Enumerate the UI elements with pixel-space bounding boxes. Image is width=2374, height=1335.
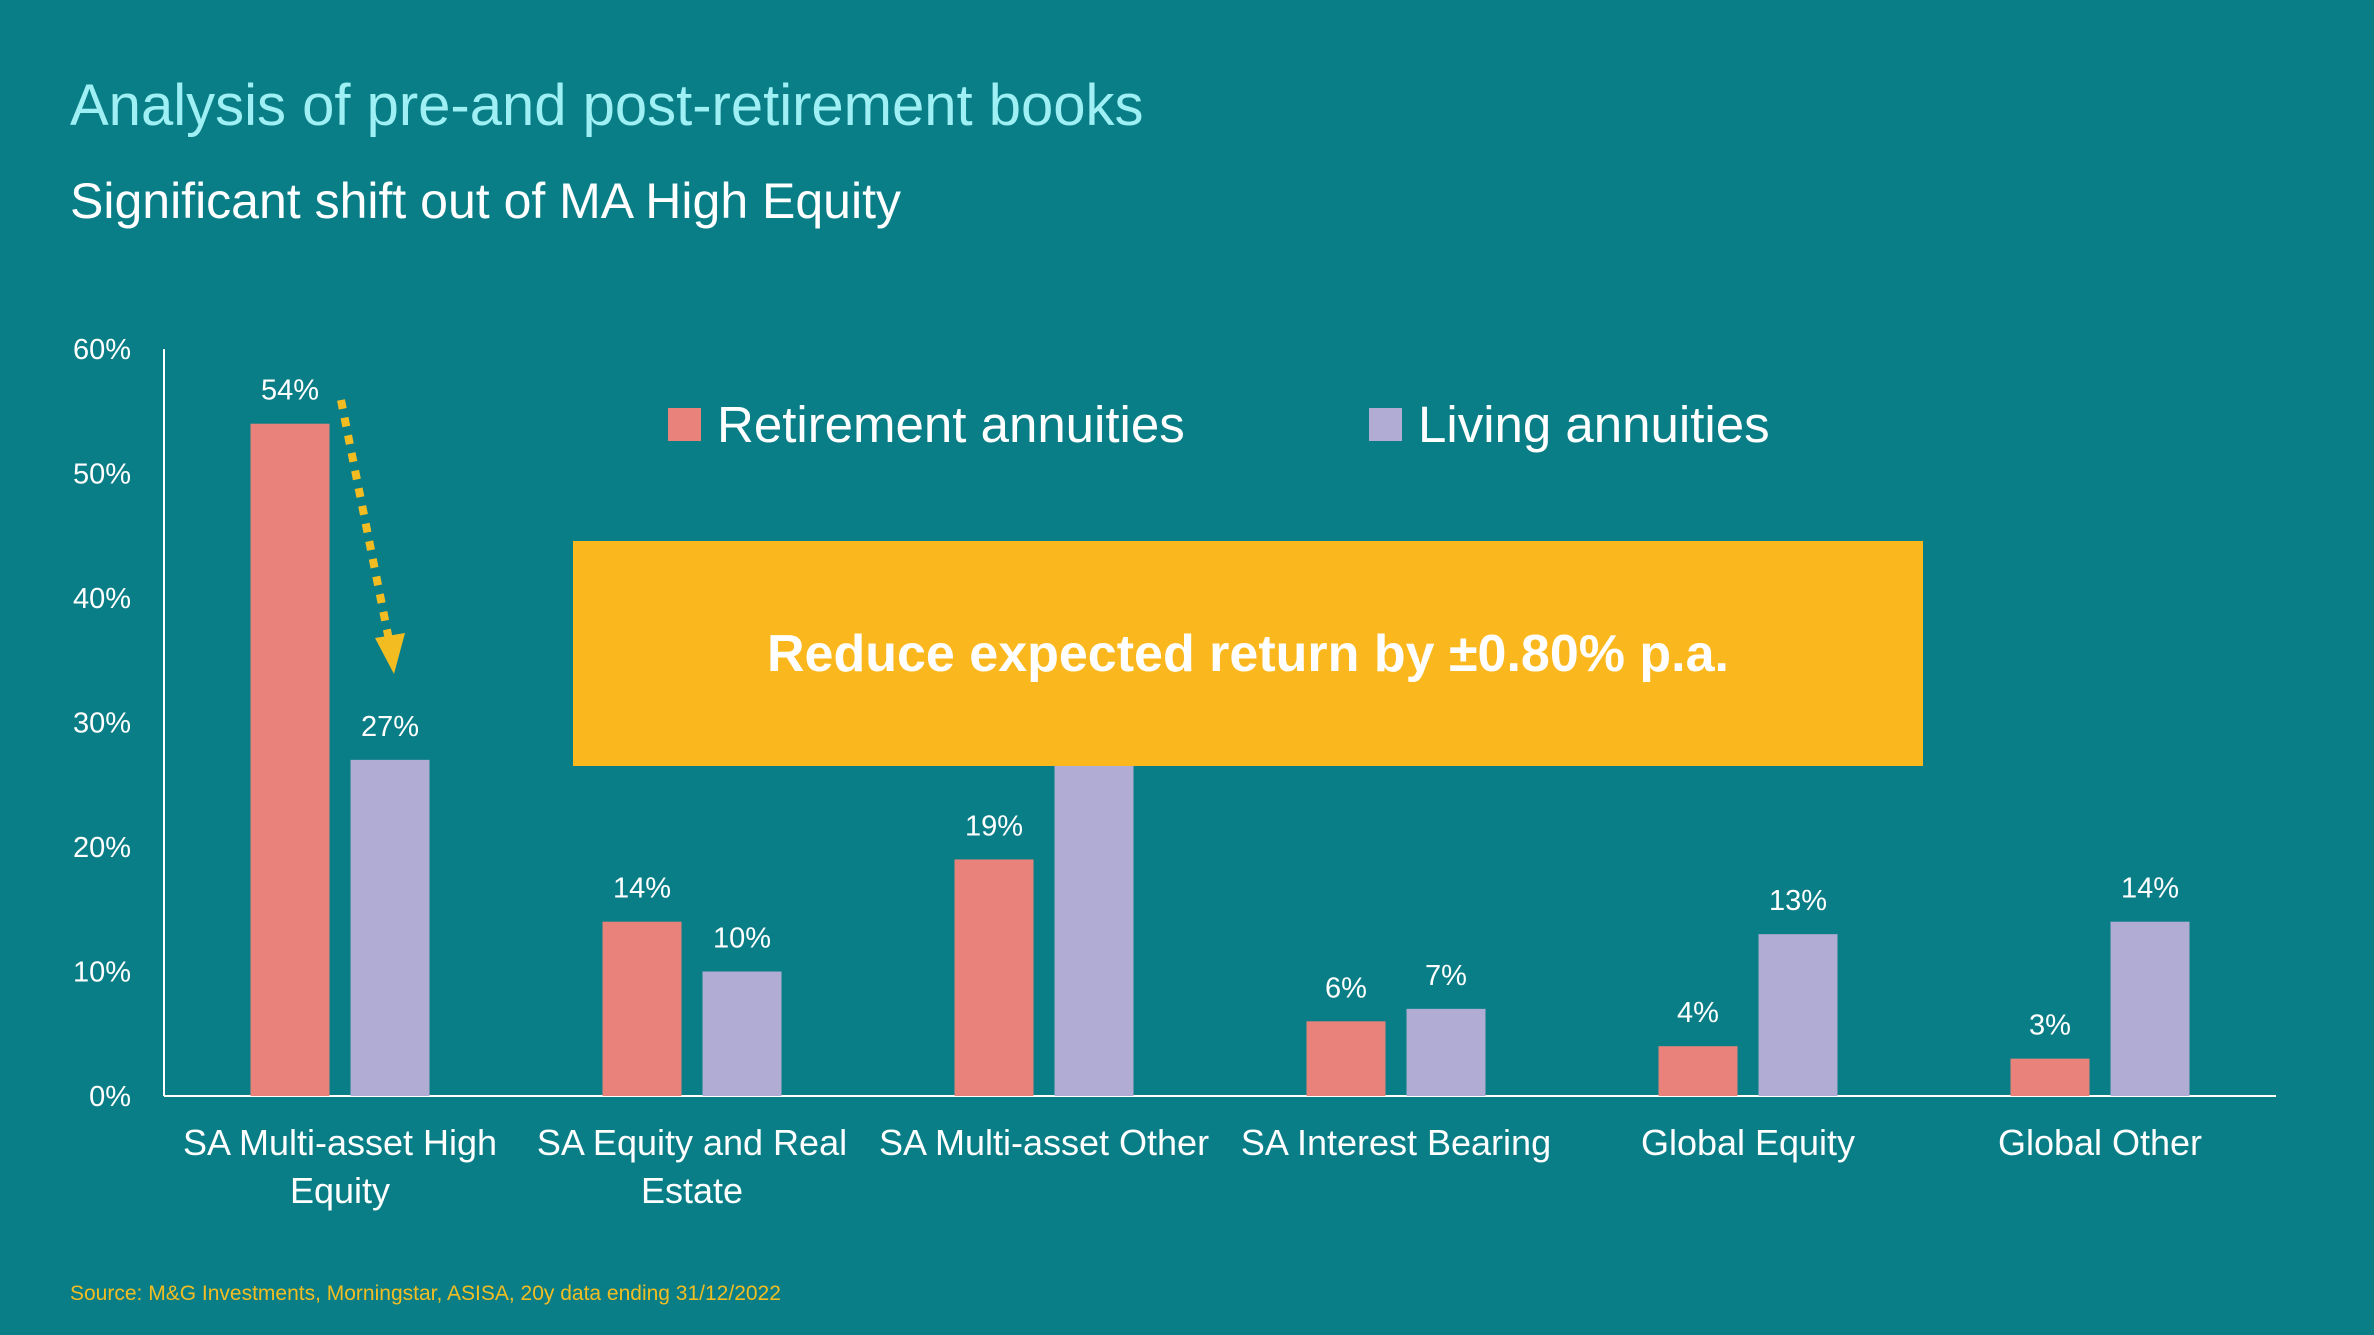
source-note: Source: M&G Investments, Morningstar, AS… — [70, 1282, 781, 1305]
bar-living — [1406, 1008, 1486, 1096]
bar-retirement — [954, 859, 1034, 1096]
x-tick-label: Global Equity — [1641, 1122, 1855, 1163]
chart-title: Analysis of pre-and post-retirement book… — [70, 73, 1144, 138]
y-tick-label: 30% — [73, 708, 131, 740]
y-tick-label: 60% — [73, 334, 131, 366]
x-tick-label: Global Other — [1998, 1122, 2202, 1163]
x-tick-label: SA Interest Bearing — [1241, 1122, 1551, 1163]
bar-living — [1054, 722, 1134, 1096]
legend-swatch-living — [1369, 408, 1402, 441]
bar-retirement — [250, 423, 330, 1096]
bar-retirement — [602, 921, 682, 1096]
shift-arrow-head — [375, 633, 405, 674]
x-tick-label: SA Multi-asset High — [183, 1122, 497, 1163]
bar-retirement — [1658, 1046, 1738, 1096]
x-tick-label: SA Equity and Real — [537, 1122, 847, 1163]
bar-living — [1758, 934, 1838, 1096]
legend-swatch-retirement — [668, 408, 701, 441]
x-tick-label: Equity — [290, 1170, 390, 1211]
chart-subtitle: Significant shift out of MA High Equity — [70, 173, 901, 229]
data-label: 19% — [965, 810, 1023, 842]
data-label: 27% — [361, 711, 419, 743]
bar-living — [2110, 921, 2190, 1096]
data-label: 54% — [261, 375, 319, 407]
data-label: 14% — [613, 873, 671, 905]
x-tick-label: Estate — [641, 1170, 743, 1211]
data-label: 10% — [713, 923, 771, 955]
bar-retirement — [1306, 1021, 1386, 1096]
callout-box: Reduce expected return by ±0.80% p.a. — [573, 541, 1923, 766]
data-label: 14% — [2121, 873, 2179, 905]
bar-living — [350, 759, 430, 1096]
data-label: 4% — [1677, 997, 1719, 1029]
data-label: 6% — [1325, 972, 1367, 1004]
y-tick-label: 40% — [73, 583, 131, 615]
legend-item-living: Living annuities — [1369, 395, 1770, 454]
shift-arrow-line — [337, 399, 395, 651]
y-tick-label: 0% — [89, 1081, 131, 1113]
legend-label-living: Living annuities — [1418, 396, 1770, 453]
bar-living — [702, 971, 782, 1096]
y-tick-label: 10% — [73, 957, 131, 989]
bar-retirement — [2010, 1058, 2090, 1096]
y-tick-label: 50% — [73, 459, 131, 491]
y-tick-label: 20% — [73, 832, 131, 864]
legend-item-retirement: Retirement annuities — [668, 395, 1185, 454]
data-label: 7% — [1425, 960, 1467, 992]
data-label: 13% — [1769, 885, 1827, 917]
x-tick-label: SA Multi-asset Other — [879, 1122, 1209, 1163]
data-label: 3% — [2029, 1010, 2071, 1042]
legend-label-retirement: Retirement annuities — [717, 396, 1185, 453]
